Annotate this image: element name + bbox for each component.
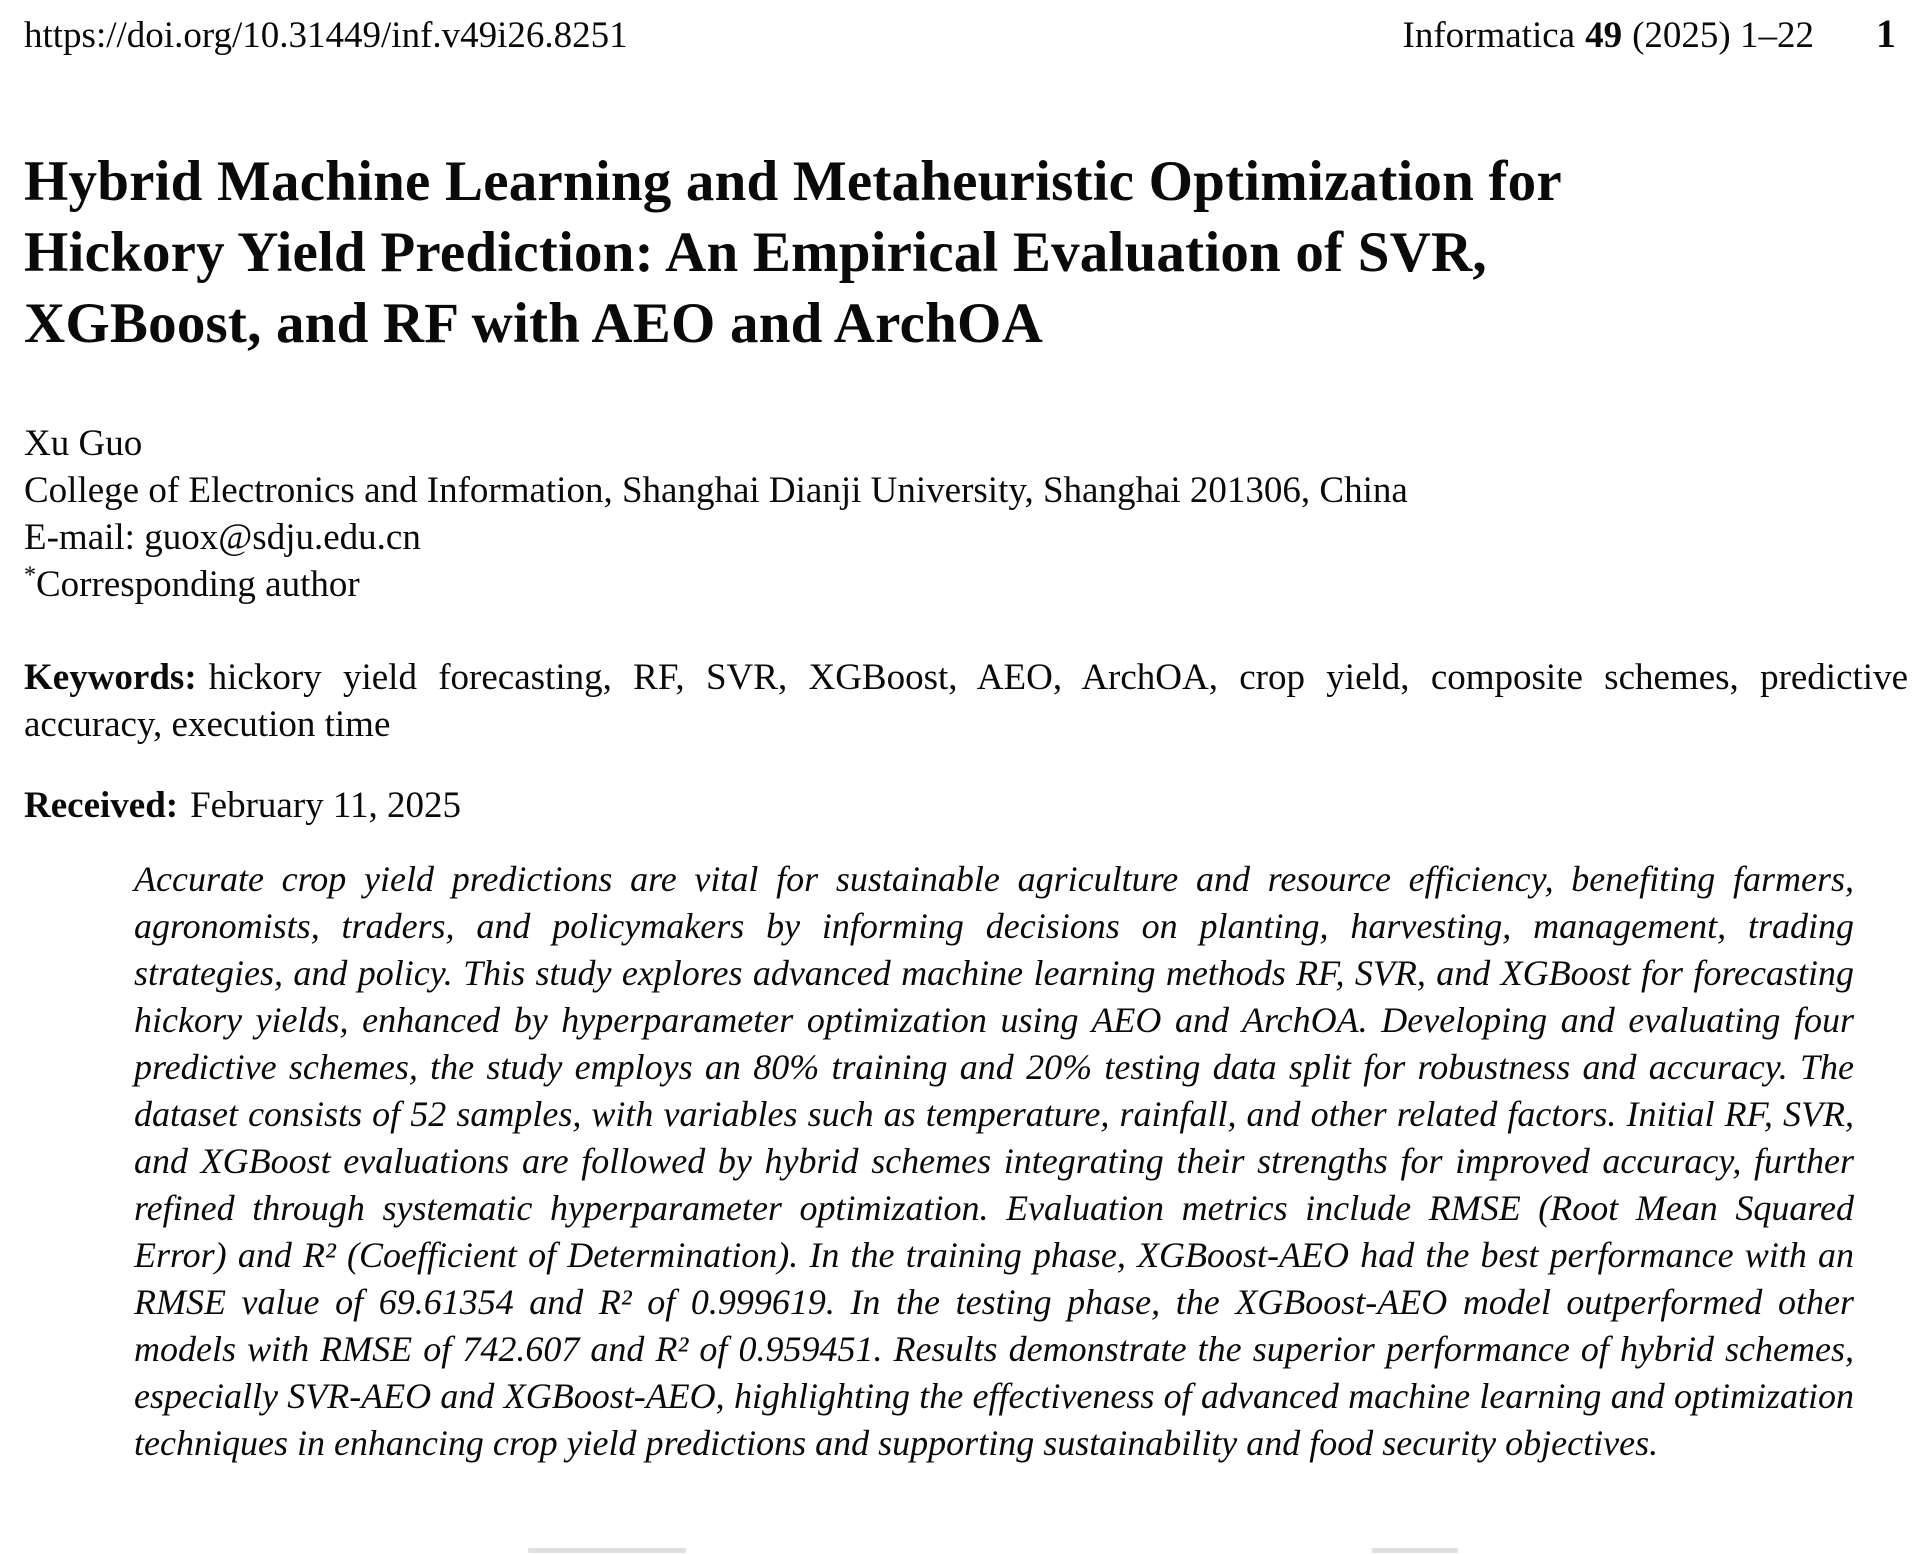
doi-link: https://doi.org/10.31449/inf.v49i26.8251 xyxy=(24,15,628,56)
email-address: guox@sdju.edu.cn xyxy=(144,517,421,558)
corresponding-author-text: Corresponding author xyxy=(36,564,360,605)
journal-name: Informatica xyxy=(1402,15,1576,56)
keywords-label: Keywords: xyxy=(24,657,197,698)
email-label: E-mail: xyxy=(24,517,135,558)
received-date: February 11, 2025 xyxy=(190,785,462,826)
keywords-text: hickory yield forecasting, RF, SVR, XGBo… xyxy=(24,657,1908,745)
cropped-next-line-artifact xyxy=(1372,1548,1458,1553)
keywords-block: Keywords: hickory yield forecasting, RF, … xyxy=(24,654,1908,748)
author-block: Xu Guo College of Electronics and Inform… xyxy=(24,420,1824,608)
journal-reference: Informatica 49 (2025) 1–22 1 xyxy=(1403,12,1896,58)
author-name: Xu Guo xyxy=(24,423,143,464)
page-header: https://doi.org/10.31449/inf.v49i26.8251… xyxy=(24,12,1896,58)
paper-title-line-3: XGBoost, and RF with AEO and ArchOA xyxy=(24,292,1043,355)
paper-title-line-1: Hybrid Machine Learning and Metaheuristi… xyxy=(24,150,1562,213)
cropped-next-line-artifact xyxy=(528,1548,686,1553)
corresponding-author-asterisk: * xyxy=(24,562,36,589)
page-number: 1 xyxy=(1876,11,1896,56)
abstract-paragraph: Accurate crop yield predictions are vita… xyxy=(134,859,1854,1463)
paper-title-line-2: Hickory Yield Prediction: An Empirical E… xyxy=(24,221,1487,284)
author-email-line: E-mail: guox@sdju.edu.cn xyxy=(24,514,1824,561)
corresponding-author-note: *Corresponding author xyxy=(24,561,1824,608)
author-affiliation: College of Electronics and Information, … xyxy=(24,470,1408,511)
journal-issue-pages: (2025) 1–22 xyxy=(1632,15,1814,56)
paper-title: Hybrid Machine Learning and Metaheuristi… xyxy=(24,146,1814,359)
journal-volume: 49 xyxy=(1585,15,1623,56)
received-block: Received: February 11, 2025 xyxy=(24,782,461,829)
received-label: Received: xyxy=(24,785,179,826)
